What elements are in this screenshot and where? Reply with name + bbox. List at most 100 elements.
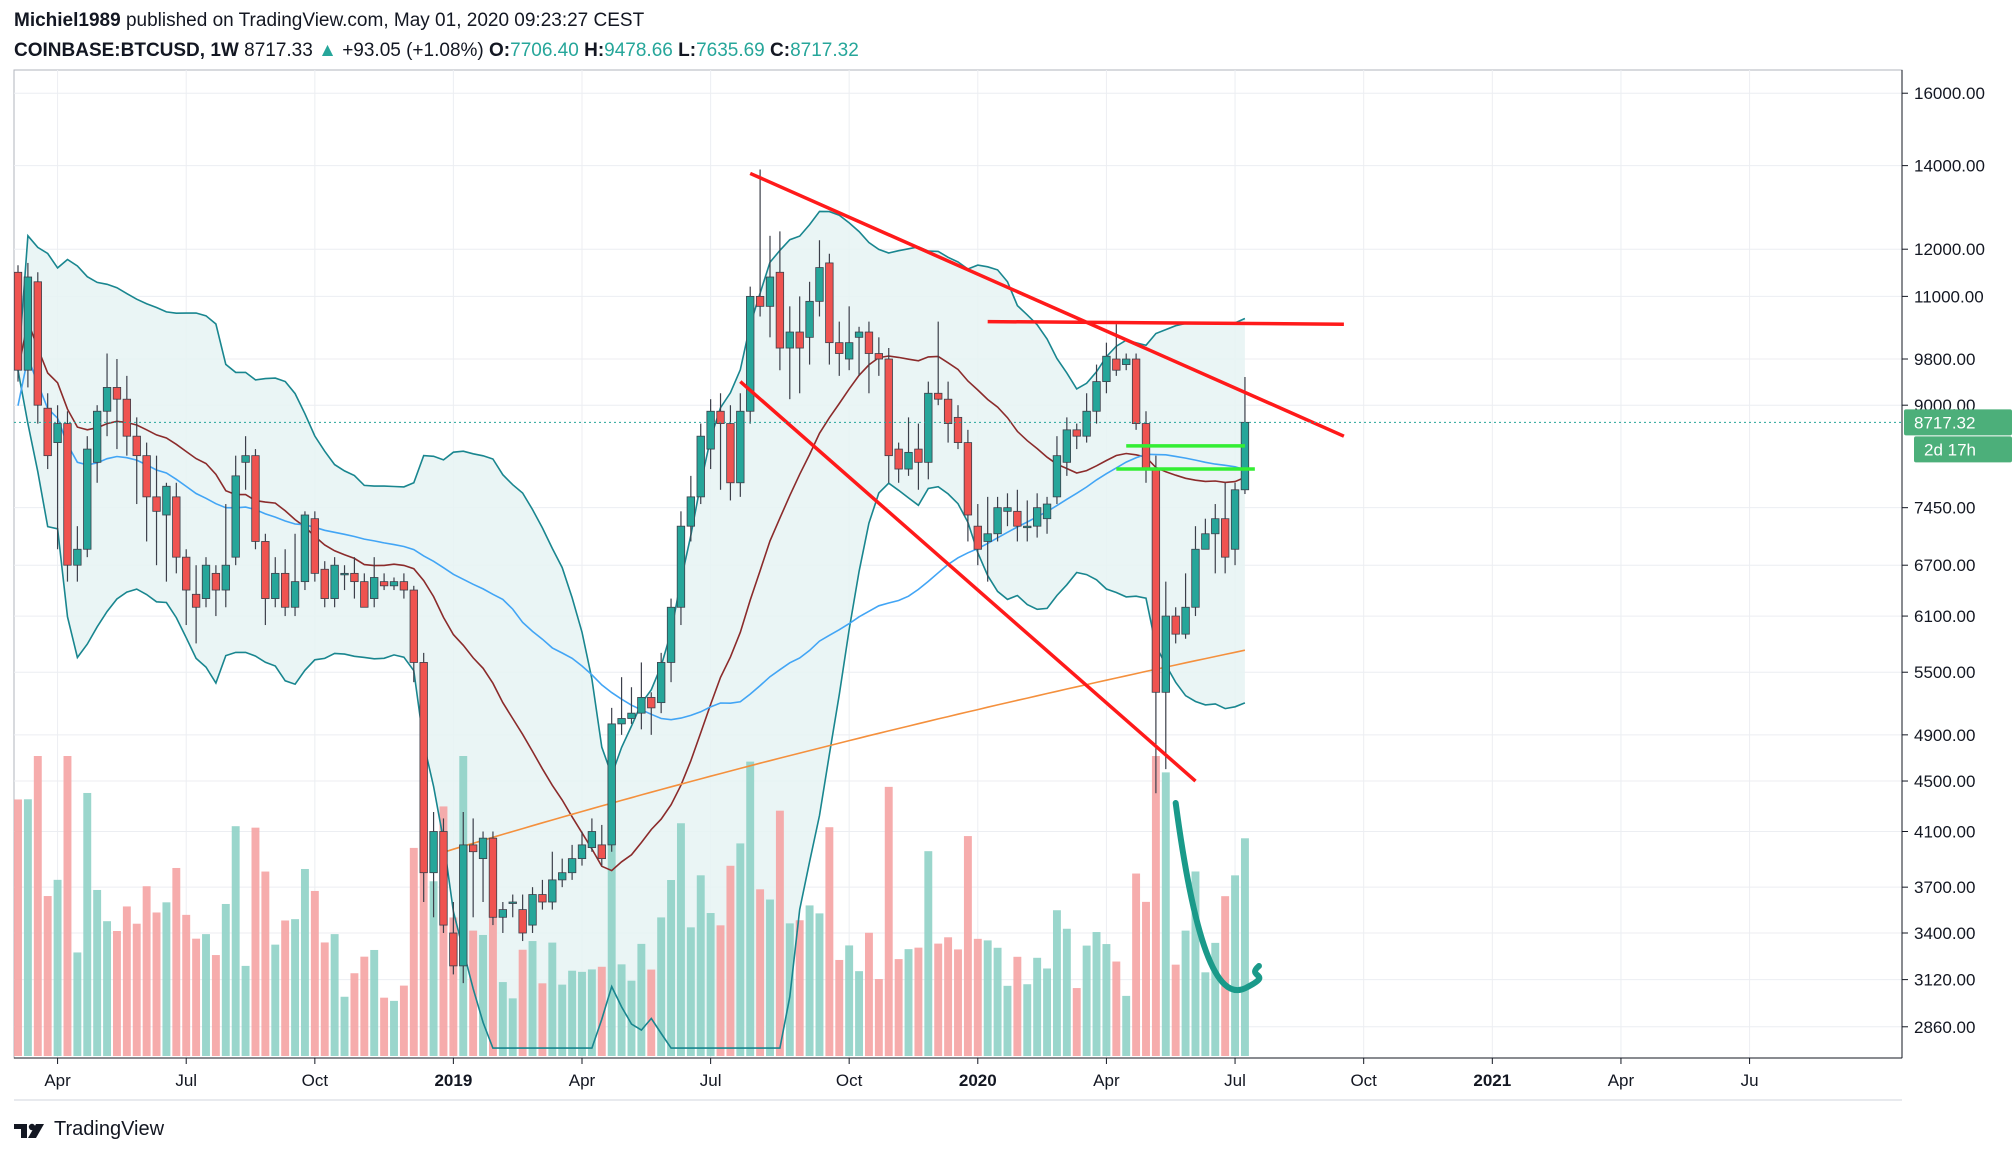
volume-bar <box>14 799 22 1056</box>
candle-body <box>1082 410 1091 437</box>
candle-body <box>548 879 557 903</box>
volume-bar <box>112 931 121 1056</box>
volume-bar <box>1013 956 1022 1056</box>
volume-bar <box>479 934 488 1056</box>
chart-header: Michiel1989 published on TradingView.com… <box>14 8 859 64</box>
volume-bar <box>330 934 339 1056</box>
volume-bar <box>271 944 280 1056</box>
candle-body <box>934 392 943 400</box>
high-value: 9478.66 <box>604 40 673 61</box>
bollinger-band-fill <box>18 211 1245 1049</box>
time-tick-label: Ju <box>1741 1071 1759 1090</box>
candle-body <box>112 387 122 400</box>
volume-bar <box>884 786 893 1056</box>
volume-bar <box>1122 995 1131 1056</box>
price-tick-label: 6700.00 <box>1914 556 1975 575</box>
candle-body <box>142 455 151 498</box>
price-tick-label: 4500.00 <box>1914 772 1975 791</box>
candle-body <box>617 718 626 725</box>
candle-body <box>360 581 369 608</box>
candle-body <box>805 300 814 338</box>
author-name[interactable]: Michiel1989 <box>14 10 121 31</box>
price-tick-label: 16000.00 <box>1914 84 1985 103</box>
price-tick-label: 3400.00 <box>1914 924 1975 943</box>
price-tick-label: 7450.00 <box>1914 499 1975 518</box>
volume-bar <box>390 1000 398 1056</box>
price-tag-value: 8717.32 <box>1914 413 1975 432</box>
volume-bar <box>399 985 408 1056</box>
candle-body <box>1171 615 1180 635</box>
price-tick-label: 4100.00 <box>1914 822 1975 841</box>
volume-bar <box>795 920 804 1056</box>
volume-bar <box>1151 756 1160 1056</box>
trendline <box>739 380 1197 783</box>
volume-bar <box>350 973 359 1056</box>
candle-body <box>290 581 300 608</box>
ohlc-legend: COINBASE:BTCUSD, 1W 8717.33 ▲ +93.05 (+1… <box>14 38 859 64</box>
candle-body <box>449 932 458 967</box>
candle-body <box>953 416 963 443</box>
volume-bar <box>696 875 705 1056</box>
volume-bar <box>894 959 903 1056</box>
tradingview-branding[interactable]: TradingView <box>14 1118 164 1141</box>
candle-body <box>33 281 42 406</box>
candle-body <box>162 485 171 516</box>
volume-bar <box>647 969 656 1056</box>
candle-body <box>647 697 656 709</box>
candle-body <box>1151 468 1161 693</box>
volume-bar <box>251 827 260 1056</box>
time-tick-label: 2021 <box>1473 1071 1511 1090</box>
candle-body <box>340 572 349 576</box>
candle-body <box>83 448 92 550</box>
candle-body <box>1201 533 1210 550</box>
volume-bar <box>815 913 824 1056</box>
candle-body <box>468 844 478 853</box>
countdown-tag-box <box>1914 436 2012 463</box>
volume-bar <box>617 964 626 1056</box>
volume-bar <box>1142 901 1150 1056</box>
last-price: 8717.33 <box>244 40 313 61</box>
price-tick-label: 11000.00 <box>1914 287 1984 306</box>
volume-bar <box>607 756 616 1056</box>
candle-body <box>73 548 82 566</box>
candle-body <box>1042 503 1052 520</box>
volume-bar <box>706 913 715 1056</box>
up-arrow-icon: ▲ <box>318 40 337 61</box>
volume-bar <box>805 905 814 1056</box>
volume-bar <box>528 941 537 1056</box>
volume-bar <box>1102 944 1111 1056</box>
price-tick-label: 12000.00 <box>1914 240 1985 259</box>
candle-body <box>1062 429 1072 463</box>
candle-body <box>1013 510 1022 527</box>
volume-bar <box>548 942 557 1056</box>
candle-body <box>92 410 102 463</box>
volume-bar <box>73 952 82 1056</box>
candle-body <box>963 442 973 516</box>
volume-bar <box>1003 985 1012 1056</box>
open-label: O: <box>489 40 511 61</box>
candle-body <box>577 844 587 860</box>
candle-body <box>1032 507 1042 527</box>
candle-body <box>1161 615 1170 693</box>
volume-bar <box>1092 932 1101 1056</box>
symbol-label[interactable]: COINBASE:BTCUSD, 1W <box>14 40 239 61</box>
price-change: +93.05 (+1.08%) <box>342 40 484 61</box>
volume-bar <box>1211 942 1220 1056</box>
candle-body <box>508 901 517 904</box>
candle-body <box>478 837 488 860</box>
volume-bar <box>281 920 290 1056</box>
volume-bar <box>33 756 42 1056</box>
volume-bar <box>726 865 735 1056</box>
volume-bar <box>963 836 972 1056</box>
candle-body <box>844 342 854 360</box>
volume-bar <box>775 810 784 1056</box>
candle-body <box>706 410 715 450</box>
candle-body <box>350 572 359 583</box>
volume-bar <box>310 890 319 1056</box>
candle-body <box>795 331 804 349</box>
volume-bar <box>637 943 646 1056</box>
volume-bar <box>627 980 636 1056</box>
volume-bar <box>1181 930 1190 1056</box>
volume-bar <box>449 917 458 1056</box>
